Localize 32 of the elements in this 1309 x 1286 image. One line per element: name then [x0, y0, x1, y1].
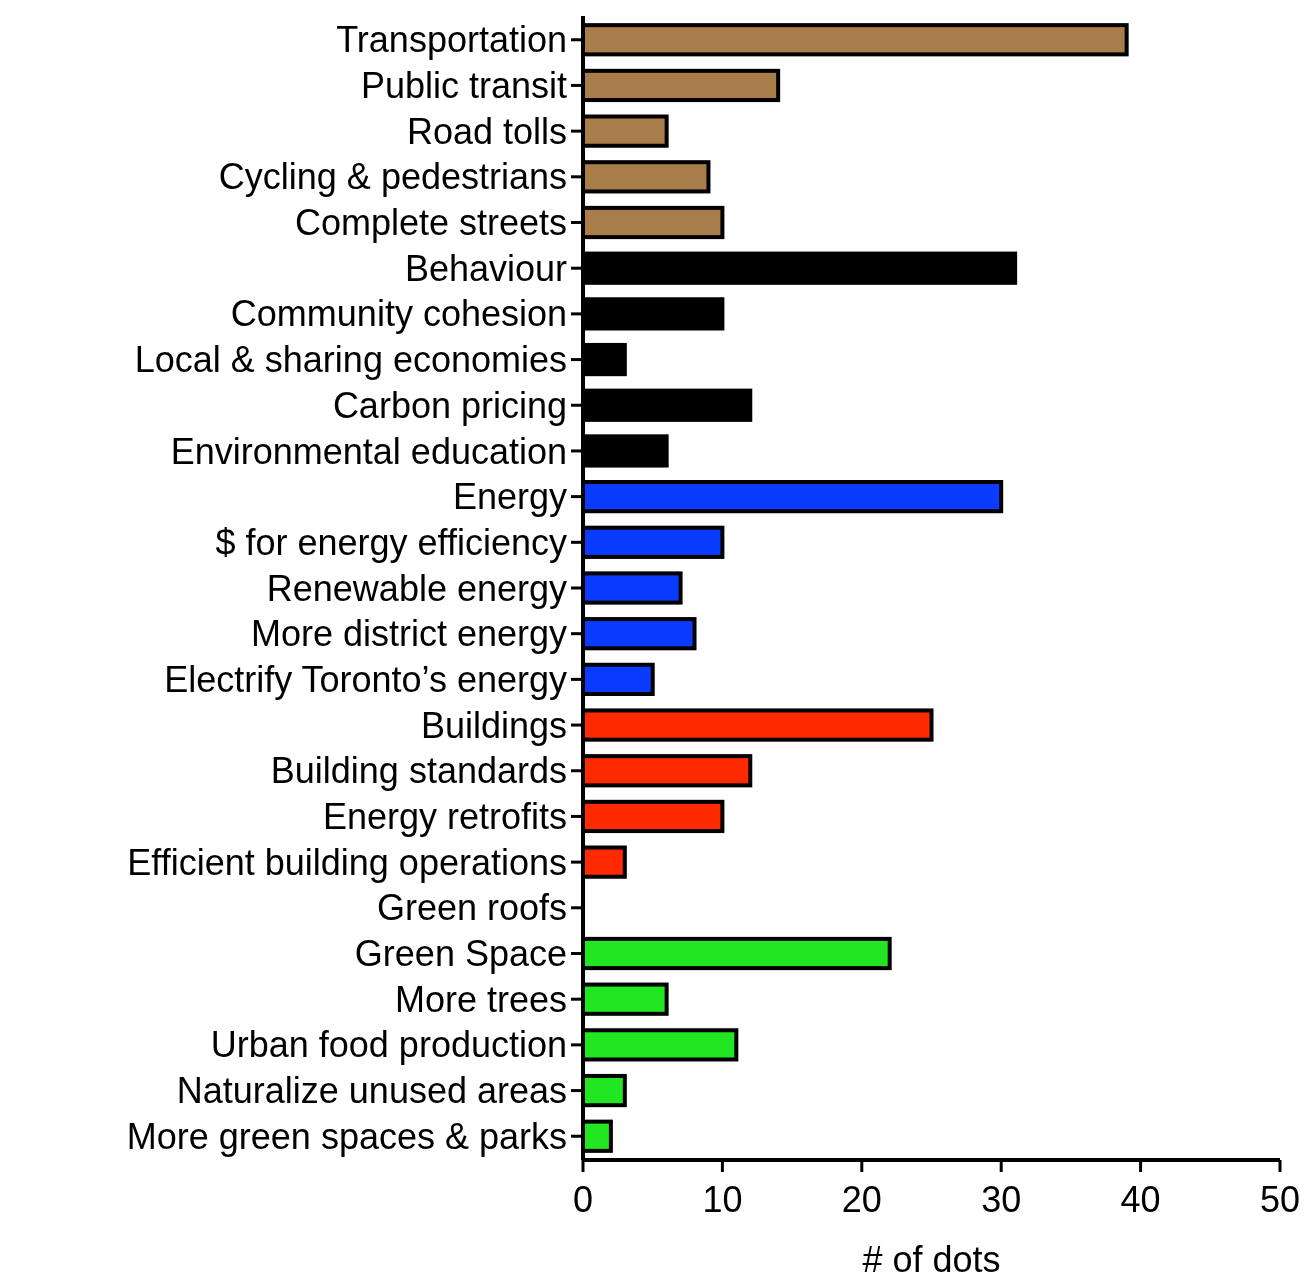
y-tick-label: More green spaces & parks	[126, 1115, 567, 1157]
y-tick-label: Behaviour	[404, 247, 568, 289]
y-tick-label: Building standards	[270, 750, 567, 792]
y-tick-label: Efficient building operations	[127, 841, 567, 883]
x-tick-label: 40	[1120, 1179, 1161, 1220]
y-tick-label: Transportation	[336, 19, 567, 61]
y-tick-label: Electrify Toronto’s energy	[164, 658, 567, 700]
y-tick-label: Green roofs	[376, 887, 567, 929]
x-tick-label: 10	[702, 1179, 743, 1220]
y-tick-label: Road tolls	[406, 110, 567, 152]
y-tick-label: Energy retrofits	[322, 796, 567, 838]
x-axis-title: # of dots	[862, 1239, 1001, 1280]
x-tick-label: 50	[1259, 1179, 1301, 1220]
y-tick-label: Energy	[452, 476, 567, 518]
y-tick-label: Renewable energy	[266, 567, 567, 609]
x-tick-label: 0	[572, 1179, 594, 1220]
y-tick-label: More district energy	[250, 613, 567, 655]
y-tick-label: Cycling & pedestrians	[218, 156, 567, 198]
y-tick-label: $ for energy efficiency	[215, 521, 567, 563]
x-tick-label: 20	[841, 1179, 882, 1220]
y-tick-label: Green Space	[354, 933, 567, 975]
y-tick-label: Environmental education	[170, 430, 567, 472]
y-tick-label: Carbon pricing	[332, 384, 567, 426]
y-tick-label: Complete streets	[294, 202, 567, 244]
y-tick-label: More trees	[394, 978, 567, 1020]
x-tick-label: 30	[981, 1179, 1022, 1220]
y-tick-label: Urban food production	[210, 1024, 567, 1066]
y-tick-label: Local & sharing economies	[134, 339, 567, 381]
y-tick-label: Buildings	[420, 704, 567, 746]
y-tick-label: Naturalize unused areas	[176, 1070, 567, 1112]
y-tick-label: Public transit	[360, 65, 567, 107]
y-tick-label: Community cohesion	[230, 293, 567, 335]
